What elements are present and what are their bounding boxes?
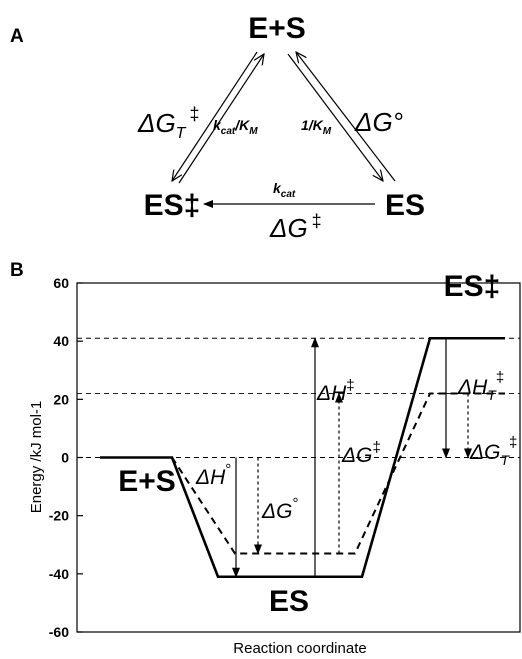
arrow-esdd-to-es: [178, 54, 264, 184]
profile-label-reactant: E+S: [118, 465, 176, 498]
y-tick-label: -60: [49, 624, 69, 640]
panel-a-node-es-complex: ES: [385, 189, 425, 222]
label-delta-h-dd: ΔH‡: [316, 377, 355, 405]
panel-a-node-es-double-dagger: ES‡: [144, 189, 201, 222]
free-energy-profile: [100, 392, 505, 555]
label-delta-ht-dd: ΔHT‡: [457, 369, 504, 403]
label-delta-g-dd-b: ΔG‡: [341, 439, 381, 467]
y-axis-label: Energy /kJ mol-1: [28, 401, 45, 514]
label-delta-gt-dd-b: ΔGT‡: [469, 434, 517, 468]
arrow-es-to-complex: [287, 53, 383, 181]
panel-a-node-es: E+S: [248, 12, 306, 45]
label-delta-g-standard: ΔG°: [354, 107, 403, 137]
label-kcat-over-km: kcat/KM: [213, 117, 258, 137]
label-kcat: kcat: [273, 180, 296, 200]
arrow-es-to-esdd: [172, 51, 258, 181]
y-tick-label: 60: [53, 275, 69, 291]
label-one-over-km: 1/KM: [301, 117, 332, 137]
y-tick-label: -20: [49, 508, 69, 524]
energy-annotations: ΔH° ΔG° ΔH‡ ΔG‡ ΔHT‡ ΔGT‡: [195, 337, 517, 578]
panel-b-letter: B: [10, 260, 24, 281]
arrow-complex-to-es: [296, 52, 396, 182]
energy-profiles: [100, 336, 505, 579]
y-tick-label: 20: [53, 391, 69, 407]
y-tick-label: 0: [61, 450, 69, 466]
label-delta-gt-dd: ΔGT‡: [137, 104, 199, 142]
panel-a-letter: A: [10, 26, 24, 47]
reference-lines: [77, 337, 520, 458]
label-delta-g-dd: ΔG ‡: [269, 211, 322, 243]
y-axis-ticks: -60 -40 -20 0 20 40 60: [49, 275, 83, 640]
label-delta-g-standard-b: ΔG°: [261, 495, 298, 523]
profile-label-transition: ES‡: [444, 270, 501, 303]
x-axis-label: Reaction coordinate: [233, 640, 366, 657]
y-tick-label: 40: [53, 333, 69, 349]
y-tick-label: -40: [49, 566, 69, 582]
profile-label-intermediate: ES: [269, 585, 309, 618]
label-delta-h-standard: ΔH°: [195, 461, 231, 489]
